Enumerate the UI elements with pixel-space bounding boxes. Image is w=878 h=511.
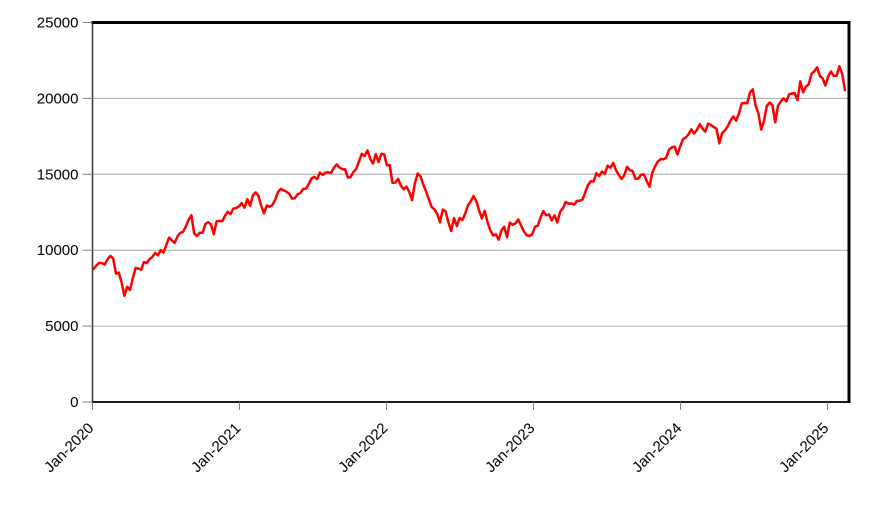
y-axis-tick-label: 25000 bbox=[37, 15, 79, 32]
y-axis-tick-label: 20000 bbox=[37, 90, 79, 107]
gridlines bbox=[92, 97, 849, 327]
x-axis-tick-label: Jan-2023 bbox=[482, 420, 538, 476]
x-axis-tick-label: Jan-2022 bbox=[335, 420, 391, 476]
axis-labels: 0 5000 10000 15000 20000 25000 Jan-2020 Jan-202… bbox=[37, 15, 833, 477]
x-axis-tick-label: Jan-2025 bbox=[776, 420, 832, 476]
x-axis-tick-label: Jan-2020 bbox=[41, 420, 97, 476]
x-axis-tick-label: Jan-2024 bbox=[629, 420, 685, 476]
y-axis-tick-label: 10000 bbox=[37, 242, 79, 259]
axes-and-borders bbox=[91, 21, 851, 403]
y-axis-tick-label: 0 bbox=[70, 394, 78, 411]
y-axis-tick-label: 15000 bbox=[37, 166, 79, 183]
tick-marks bbox=[82, 22, 828, 410]
y-axis-tick-label: 5000 bbox=[45, 318, 78, 335]
series-line bbox=[92, 65, 847, 298]
series-lines bbox=[92, 65, 847, 298]
x-axis-tick-label: Jan-2021 bbox=[188, 420, 244, 476]
